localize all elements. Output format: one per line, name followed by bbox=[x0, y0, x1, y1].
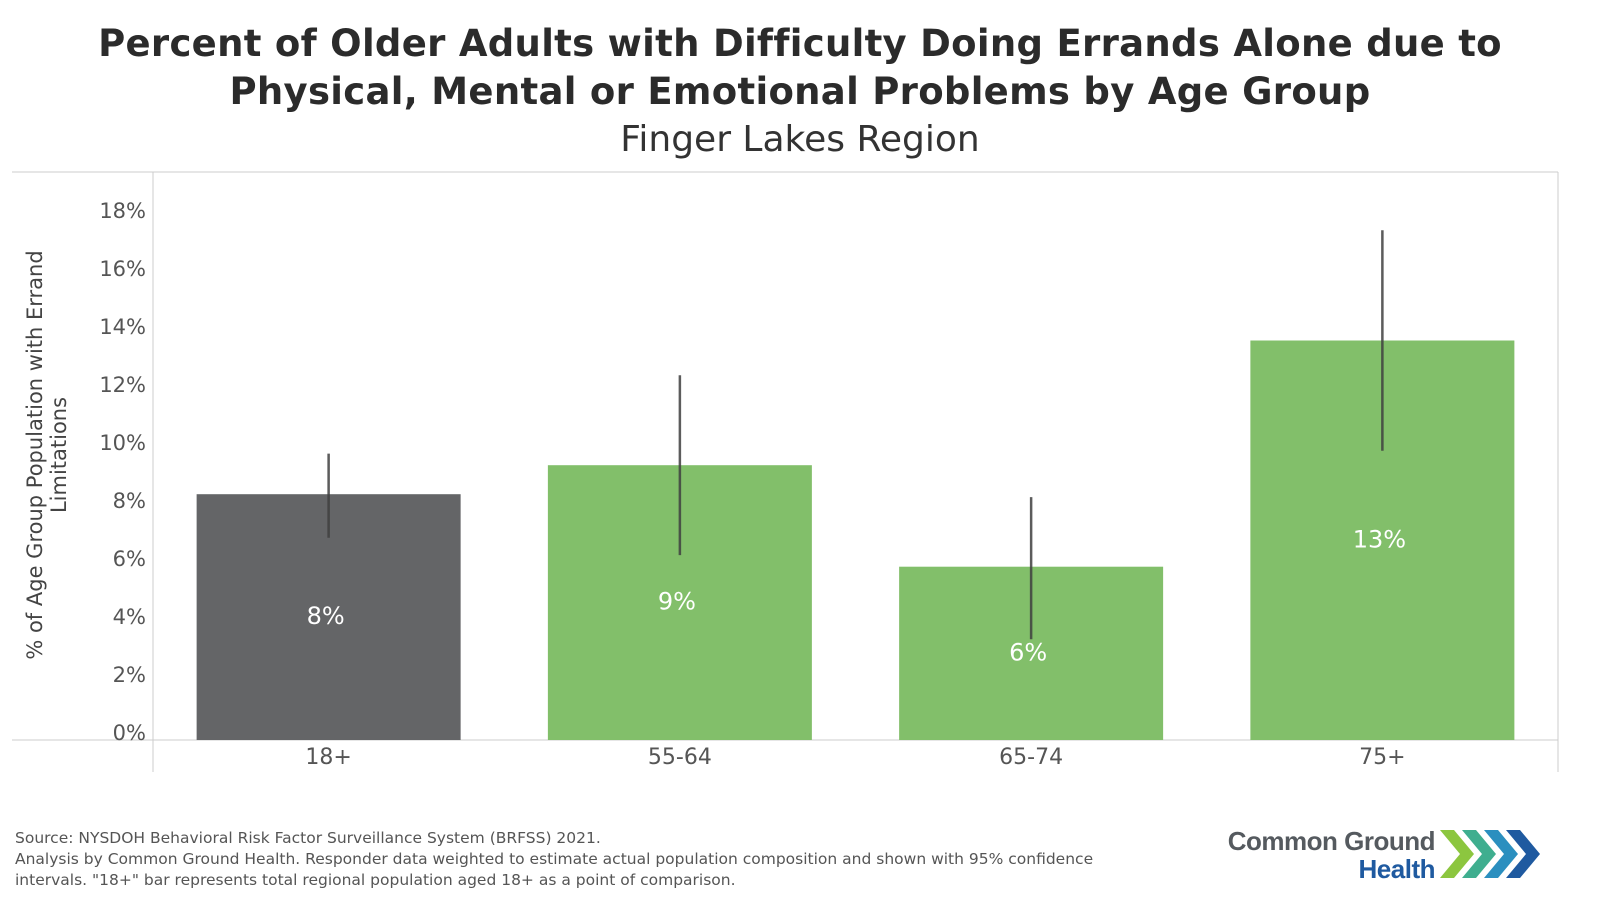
analysis-note-line1: Analysis by Common Ground Health. Respon… bbox=[15, 850, 1094, 868]
x-axis-labels: 18+ 55-64 65-74 75+ bbox=[305, 745, 1405, 770]
y-tick-label: 10% bbox=[99, 431, 146, 455]
logo-line2: Health bbox=[1358, 854, 1436, 884]
data-labels: 8% 9% 6% 13% bbox=[307, 525, 1406, 666]
data-label-18+: 8% bbox=[307, 602, 345, 630]
y-tick-label: 18% bbox=[99, 199, 146, 223]
y-axis-title: % of Age Group Population with ErrandLim… bbox=[23, 250, 71, 659]
y-tick-label: 6% bbox=[113, 547, 146, 571]
chart-title-line1: Percent of Older Adults with Difficulty … bbox=[98, 22, 1502, 65]
y-axis-title-line: Limitations bbox=[47, 397, 71, 513]
chevron-arrows-icon bbox=[1440, 830, 1540, 878]
y-tick-label: 8% bbox=[113, 489, 146, 513]
logo-line1: Common Ground bbox=[1227, 826, 1436, 856]
y-axis-ticks: 0% 2% 4% 6% 8% 10% 12% 14% 16% 18% bbox=[99, 199, 146, 745]
y-tick-label: 16% bbox=[99, 257, 146, 281]
y-tick-label: 4% bbox=[113, 605, 146, 629]
chart-subtitle: Finger Lakes Region bbox=[620, 119, 980, 160]
y-tick-label: 2% bbox=[113, 663, 146, 687]
source-note: Source: NYSDOH Behavioral Risk Factor Su… bbox=[15, 829, 601, 847]
y-axis-title-line: % of Age Group Population with Errand bbox=[23, 250, 47, 659]
y-tick-label: 14% bbox=[99, 315, 146, 339]
bar-chart: 0% 2% 4% 6% 8% 10% 12% 14% 16% 18% 8% 9% 6% 13% 18+ 5… bbox=[12, 171, 1559, 772]
data-label-75+: 13% bbox=[1353, 525, 1406, 553]
x-tick-label: 55-64 bbox=[648, 745, 712, 770]
x-tick-label: 65-74 bbox=[999, 745, 1063, 770]
data-label-65-74: 6% bbox=[1009, 638, 1047, 666]
x-tick-label: 75+ bbox=[1359, 745, 1405, 770]
bars bbox=[196, 340, 1515, 740]
chart-title-line2: Physical, Mental or Emotional Problems b… bbox=[229, 70, 1371, 113]
y-tick-label: 12% bbox=[99, 373, 146, 397]
y-tick-label: 0% bbox=[113, 721, 146, 745]
x-tick-label: 18+ bbox=[305, 745, 351, 770]
analysis-note-line2: intervals. "18+" bar represents total re… bbox=[15, 871, 736, 889]
error-bars bbox=[327, 230, 1384, 640]
data-label-55-64: 9% bbox=[658, 588, 696, 616]
common-ground-health-logo: Common Ground Health bbox=[1225, 820, 1595, 890]
footer-notes: Source: NYSDOH Behavioral Risk Factor Su… bbox=[15, 828, 1215, 891]
